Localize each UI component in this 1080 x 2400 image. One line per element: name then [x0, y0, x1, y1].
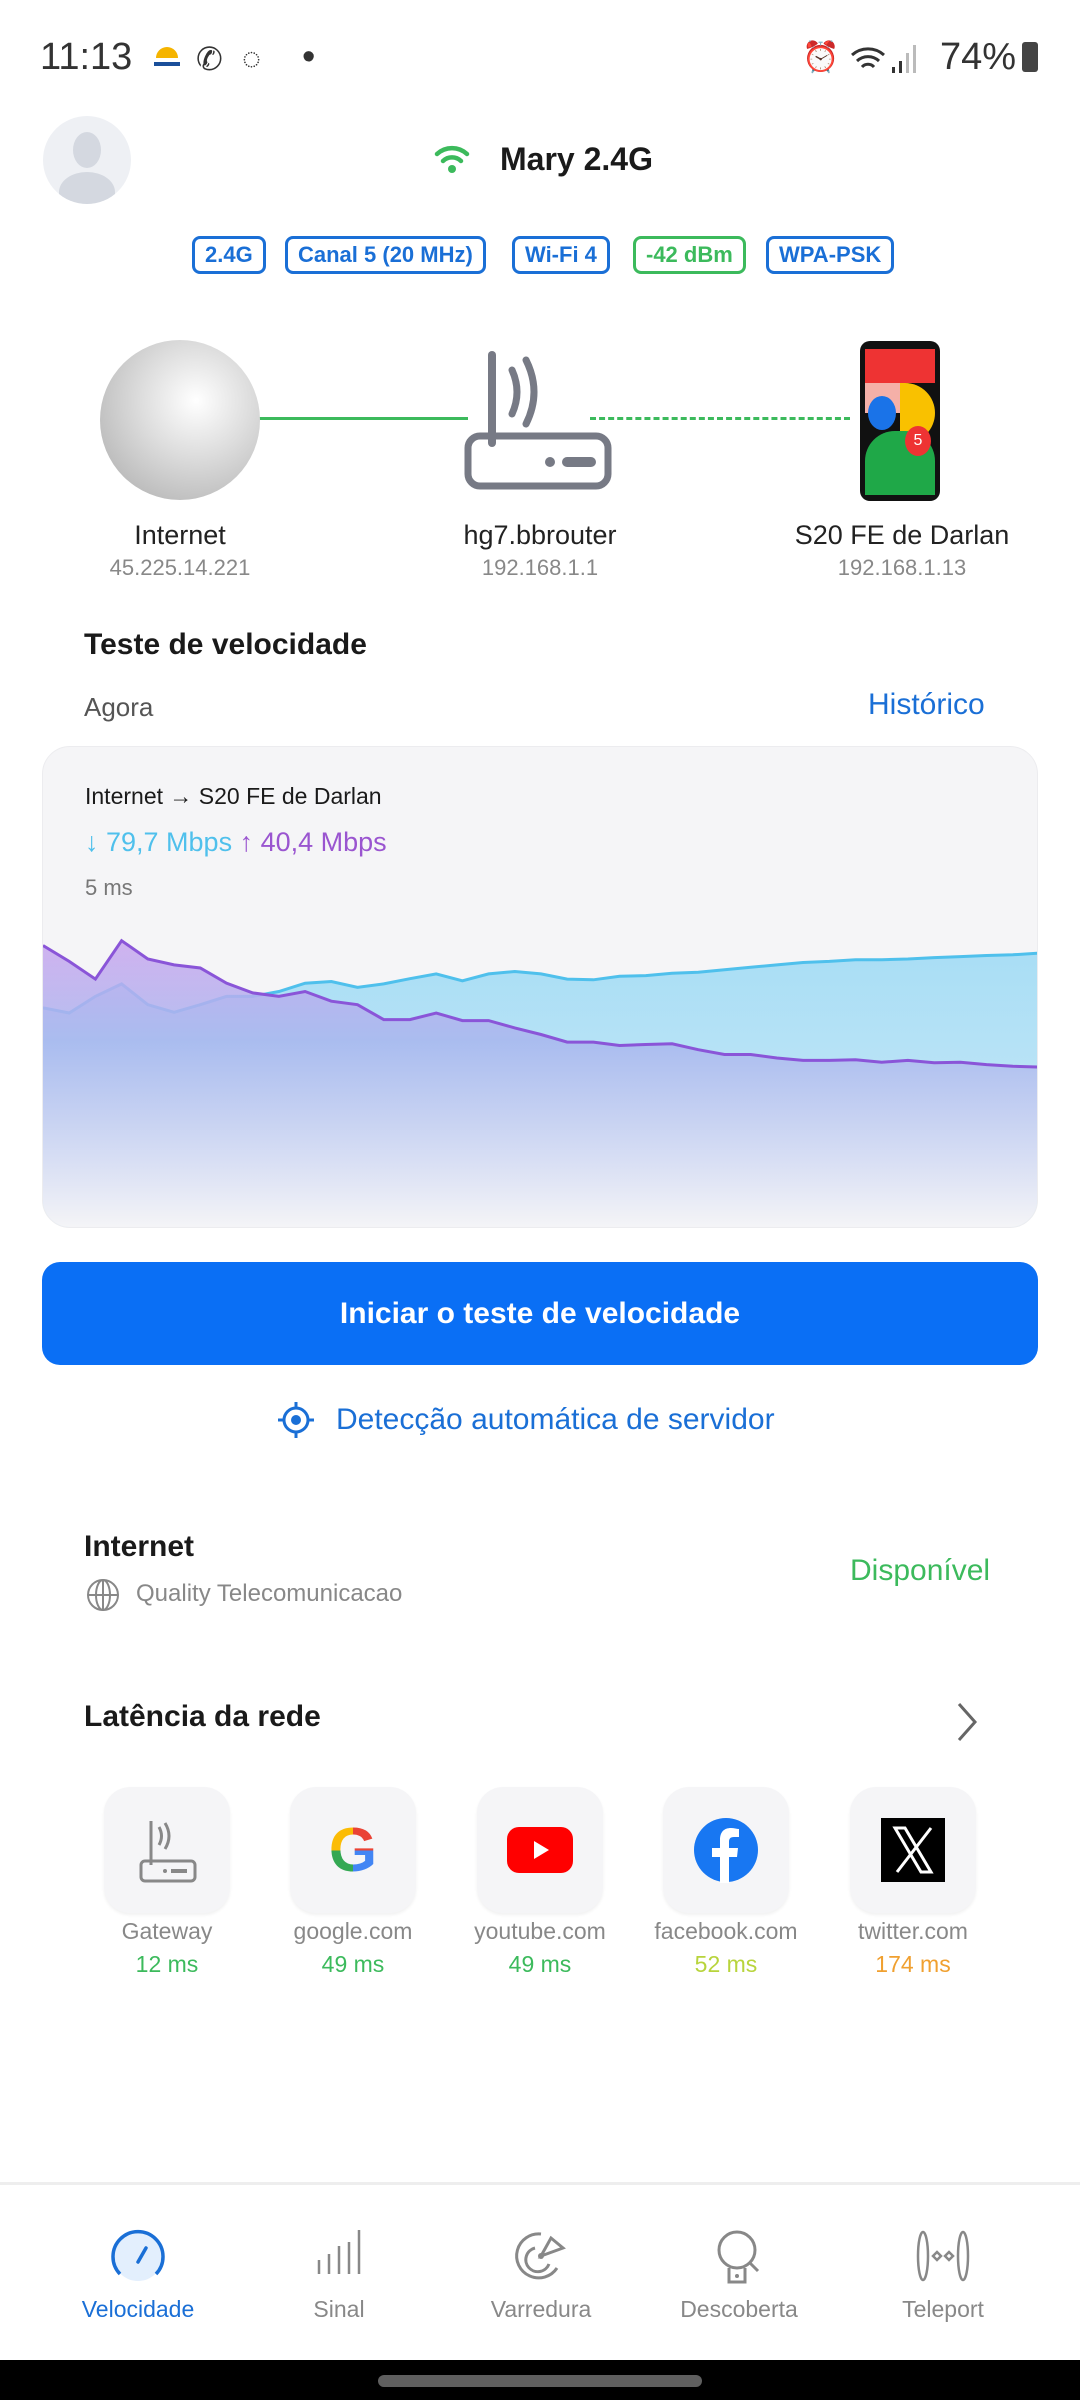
router-node-name: hg7.bbrouter: [463, 520, 617, 550]
internet-title: Internet: [84, 1530, 195, 1563]
nav-tab-teleport[interactable]: Teleport: [853, 2220, 1033, 2340]
route-label: Internet → S20 FE de Darlan: [85, 783, 382, 809]
latency-label-youtube: youtube.com: [474, 1918, 606, 1944]
server-detect-label: Detecção automática de servidor: [336, 1403, 775, 1436]
speedometer-icon: [111, 2229, 165, 2281]
latency-tile-google[interactable]: G: [290, 1787, 416, 1913]
signal-strength-badge: -42 dBm: [633, 236, 746, 274]
latency-ms-facebook: 52 ms: [694, 1951, 758, 1977]
status-bar: 11:13 ✆ ◌ • ⏰ 74%: [0, 36, 1080, 86]
nav-label-sinal: Sinal: [313, 2296, 365, 2322]
internet-status: Disponível: [850, 1554, 991, 1587]
app-notification-icon: [150, 42, 184, 76]
isp-name: Quality Telecomunicacao: [136, 1580, 403, 1607]
latency-ms-youtube: 49 ms: [508, 1951, 572, 1977]
latency-ms-twitter: 174 ms: [875, 1951, 951, 1977]
start-speed-test-button[interactable]: Iniciar o teste de velocidade: [42, 1262, 1038, 1365]
speed-test-title: Teste de velocidade: [84, 628, 367, 661]
security-badge: WPA-PSK: [766, 236, 895, 274]
phone-device-image[interactable]: 5: [860, 341, 940, 501]
youtube-icon: [507, 1827, 573, 1873]
download-speed: ↓ 79,7 Mbps: [85, 827, 233, 857]
system-nav-bar: [0, 2360, 1080, 2400]
radar-icon: [515, 2232, 566, 2280]
speed-values: ↓ 79,7 Mbps ↑ 40,4 Mbps: [85, 827, 387, 858]
clock: 11:13: [40, 36, 133, 78]
target-icon: [278, 1402, 314, 1438]
latency-tile-youtube[interactable]: [477, 1787, 603, 1913]
router-icon: [139, 1821, 197, 1883]
wifi-icon: [434, 140, 470, 181]
ping-value: 5 ms: [85, 875, 133, 900]
alarm-icon: ⏰: [802, 41, 840, 74]
wireless-link-line: [590, 417, 850, 420]
speed-result-card: Internet → S20 FE de Darlan ↓ 79,7 Mbps …: [42, 746, 1038, 1228]
nav-label-varredura: Varredura: [490, 2296, 592, 2322]
battery-percent: 74%: [940, 36, 1017, 78]
nav-divider: [0, 2182, 1080, 2185]
latency-tile-gateway[interactable]: [104, 1787, 230, 1913]
latency-label-twitter: twitter.com: [858, 1918, 968, 1944]
nav-label-descoberta: Descoberta: [680, 2296, 798, 2322]
whatsapp-icon: ◌: [242, 40, 262, 76]
missed-call-icon: ✆: [196, 41, 223, 77]
teleport-icon: [916, 2230, 970, 2282]
server-detect-link[interactable]: Detecção automática de servidor: [276, 1400, 775, 1440]
wifi-status-icon: [850, 42, 886, 85]
signal-bars-icon: [317, 2230, 361, 2274]
latency-tile-facebook[interactable]: [663, 1787, 789, 1913]
router-icon[interactable]: [462, 350, 618, 495]
wired-link-line: [258, 417, 468, 420]
globe-icon[interactable]: [100, 340, 260, 500]
wifi-standard-badge: Wi-Fi 4: [512, 236, 610, 274]
latency-label-facebook: facebook.com: [654, 1918, 798, 1944]
channel-badge: Canal 5 (20 MHz): [285, 236, 486, 274]
nav-tab-varredura[interactable]: Varredura: [451, 2220, 631, 2340]
nav-tab-sinal[interactable]: Sinal: [249, 2220, 429, 2340]
x-logo-icon: [881, 1818, 945, 1882]
dot-icon: •: [302, 36, 316, 78]
nav-label-velocidade: Velocidade: [81, 2296, 195, 2322]
device-node-ip: 192.168.1.13: [837, 555, 967, 580]
home-gesture-handle[interactable]: [378, 2375, 702, 2387]
avatar[interactable]: [43, 116, 131, 204]
ssid-title: Mary 2.4G: [500, 141, 653, 177]
nav-tab-velocidade[interactable]: Velocidade: [48, 2220, 228, 2340]
band-badge: 2.4G: [192, 236, 266, 274]
chevron-right-icon[interactable]: [955, 1700, 979, 1749]
latency-label-google: google.com: [293, 1918, 413, 1944]
device-search-icon: [717, 2230, 760, 2284]
latency-tile-twitter[interactable]: [850, 1787, 976, 1913]
nav-tab-descoberta[interactable]: Descoberta: [649, 2220, 829, 2340]
upload-area: [43, 940, 1037, 1227]
latency-ms-google: 49 ms: [321, 1951, 385, 1977]
internet-node-ip: 45.225.14.221: [109, 555, 251, 580]
globe-small-icon: [86, 1578, 120, 1617]
latency-title[interactable]: Latência da rede: [84, 1700, 321, 1733]
upload-line: [43, 938, 1037, 1069]
latency-ms-gateway: 12 ms: [135, 1951, 199, 1977]
facebook-icon: [694, 1818, 758, 1883]
history-link[interactable]: Histórico: [868, 688, 985, 721]
device-node-name: S20 FE de Darlan: [794, 520, 1010, 550]
speed-test-time: Agora: [84, 692, 154, 722]
upload-speed: ↑ 40,4 Mbps: [239, 827, 387, 857]
signal-icon: [890, 42, 920, 85]
router-node-ip: 192.168.1.1: [481, 555, 599, 580]
google-icon: G: [328, 1815, 378, 1885]
latency-label-gateway: Gateway: [121, 1918, 213, 1944]
internet-node-name: Internet: [134, 520, 226, 550]
speed-chart: [43, 938, 1037, 1227]
battery-icon: [1022, 42, 1038, 72]
nav-label-teleport: Teleport: [902, 2296, 984, 2322]
